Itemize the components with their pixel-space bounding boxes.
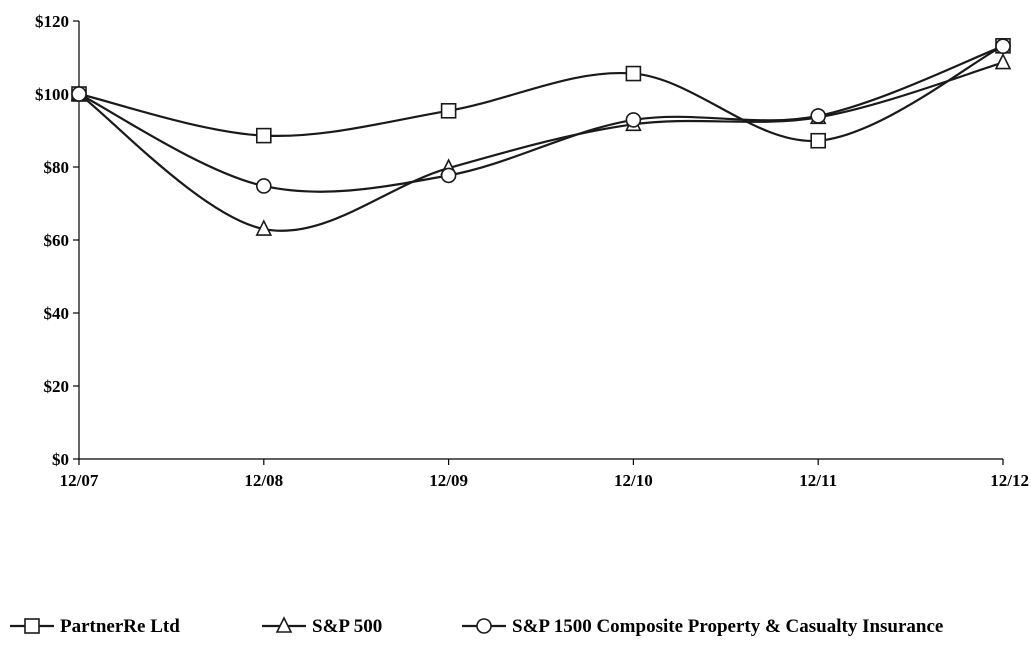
data-point-partnerre bbox=[255, 127, 272, 144]
legend-marker-sp1500-pc-insurance bbox=[476, 618, 492, 634]
series-lines bbox=[70, 38, 1012, 236]
legend-label-sp500: S&P 500 bbox=[312, 616, 382, 637]
x-tick-label: 12/09 bbox=[429, 471, 468, 490]
legend: PartnerRe Ltd S&P 500 S&P 1500 Composite P… bbox=[10, 616, 943, 637]
y-tick-label: $40 bbox=[44, 304, 70, 323]
y-tick-label: $20 bbox=[44, 377, 70, 396]
x-axis: 12/07 12/08 12/09 12/10 12/11 12/12 bbox=[60, 458, 1029, 490]
x-tick-label: 12/08 bbox=[244, 471, 283, 490]
data-point-partnerre bbox=[810, 132, 827, 149]
data-point-sp500 bbox=[255, 219, 273, 236]
legend-marker-sp500 bbox=[275, 616, 293, 633]
data-point-sp1500-pc-insurance bbox=[255, 178, 272, 194]
y-tick-label: $80 bbox=[44, 158, 70, 177]
y-tick-label: $100 bbox=[35, 85, 69, 104]
series-line-sp1500-pc-insurance bbox=[78, 45, 1004, 193]
y-tick-label: $60 bbox=[44, 231, 70, 250]
legend-label-partnerre: PartnerRe Ltd bbox=[60, 616, 180, 637]
data-point-sp1500-pc-insurance bbox=[625, 112, 642, 128]
x-tick-label: 12/12 bbox=[990, 471, 1029, 490]
data-point-partnerre bbox=[440, 102, 457, 119]
x-tick-label: 12/11 bbox=[799, 471, 837, 490]
y-tick-label: $0 bbox=[52, 450, 69, 469]
data-point-partnerre bbox=[625, 65, 642, 82]
series-line-sp500 bbox=[78, 61, 1004, 232]
data-point-sp1500-pc-insurance bbox=[71, 86, 87, 102]
x-tick-label: 12/10 bbox=[614, 471, 653, 490]
legend-marker-partnerre bbox=[24, 618, 40, 634]
data-point-sp1500-pc-insurance bbox=[440, 167, 457, 184]
data-point-sp500 bbox=[994, 52, 1012, 70]
series-line-partnerre bbox=[78, 44, 1004, 142]
data-point-sp1500-pc-insurance bbox=[995, 38, 1011, 54]
y-axis: $0 $20 $40 $60 $80 $100 $120 bbox=[35, 12, 80, 469]
y-tick-label: $120 bbox=[35, 12, 69, 31]
data-point-sp1500-pc-insurance bbox=[810, 108, 827, 124]
legend-label-sp1500-pc-insurance: S&P 1500 Composite Property & Casualty I… bbox=[512, 616, 943, 637]
x-tick-label: 12/07 bbox=[60, 471, 99, 490]
